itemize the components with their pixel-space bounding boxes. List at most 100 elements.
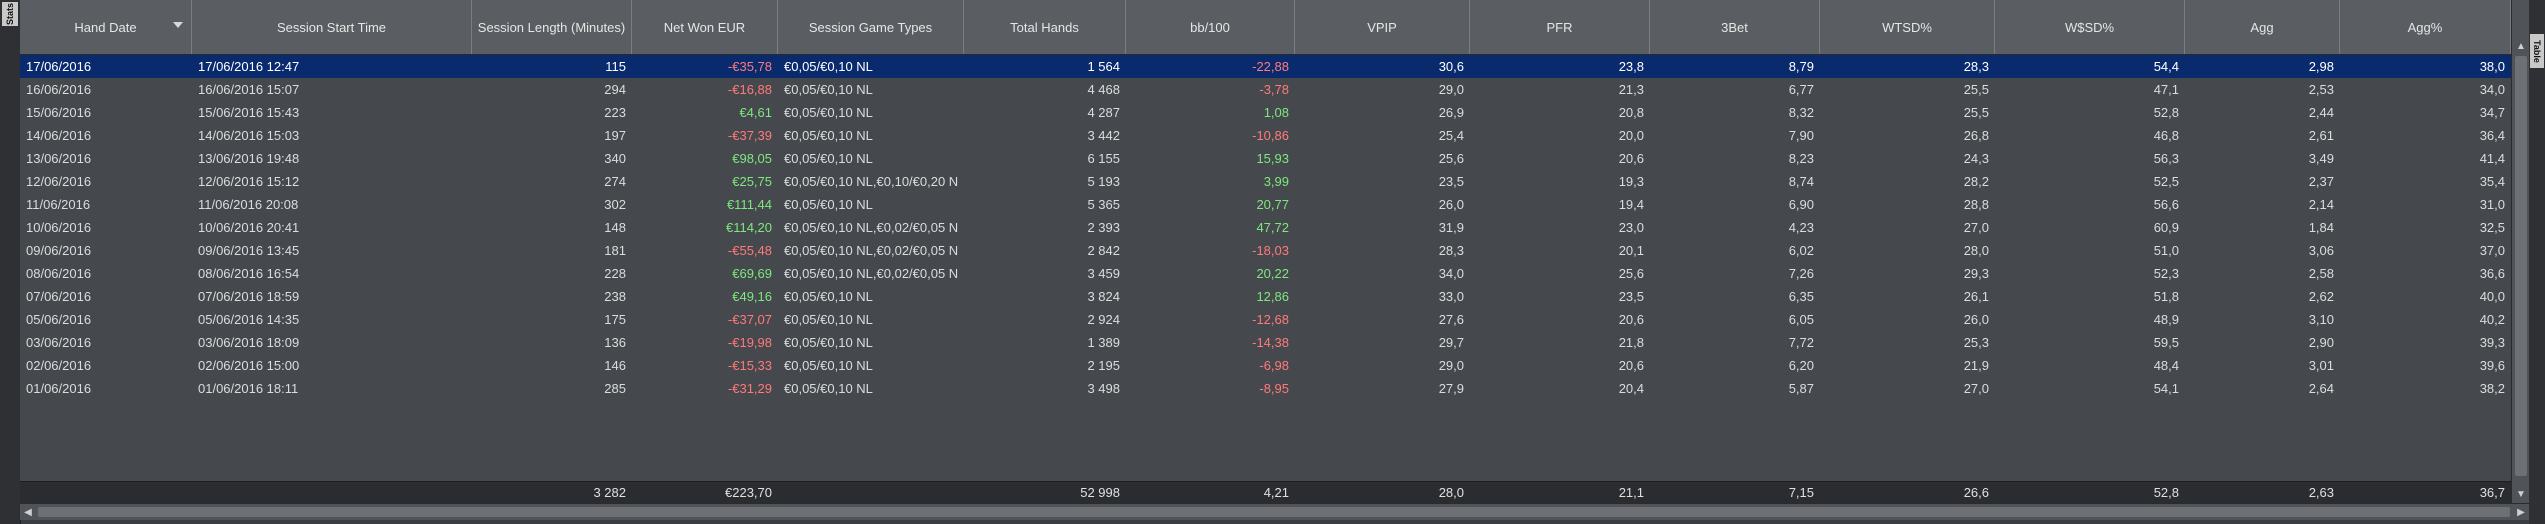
column-header-pfr[interactable]: PFR [1470,0,1650,54]
table-row[interactable]: 08/06/2016 08/06/2016 16:54 228 €69,69 €0,05… [20,262,2511,285]
scroll-up-arrow-icon[interactable]: ▲ [2516,40,2526,52]
cell-threebet: 7,26 [1788,266,1814,281]
cell-aggp: 39,6 [2479,358,2505,373]
table-row[interactable]: 02/06/2016 02/06/2016 15:00 146 -€15,33 €0,0… [20,354,2511,377]
cell-wtsd: 27,0 [1963,381,1989,396]
table-row[interactable]: 16/06/2016 16/06/2016 15:07 294 -€16,88 €0,0… [20,78,2511,101]
cell-hand-date: 13/06/2016 [26,151,92,166]
total-wtsd: 26,6 [1963,485,1989,500]
table-row[interactable]: 15/06/2016 15/06/2016 15:43 223 €4,61 €0,05/… [20,101,2511,124]
cell-agg: 3,10 [2308,312,2334,327]
grid-header: Hand Date Session Start Time Session Lengt… [20,0,2511,55]
column-header-wtsd[interactable]: WTSD% [1820,0,1995,54]
cell-vpip: 34,0 [1438,266,1464,281]
column-header-wsd[interactable]: W$SD% [1995,0,2185,54]
cell-bb100: -3,78 [1259,82,1289,97]
column-header-label: Agg% [2407,19,2443,35]
cell-agg: 2,98 [2308,59,2334,74]
cell-wtsd: 24,3 [1963,151,1989,166]
cell-start: 01/06/2016 18:11 [198,381,299,396]
cell-hands: 3 459 [1087,266,1120,281]
cell-aggp: 35,4 [2479,174,2505,189]
cell-length: 146 [604,358,626,373]
column-header-vpip[interactable]: VPIP [1295,0,1470,54]
cell-bb100: 15,93 [1256,151,1289,166]
cell-hands: 3 442 [1087,128,1120,143]
table-row[interactable]: 05/06/2016 05/06/2016 14:35 175 -€37,07 €0,0… [20,308,2511,331]
cell-vpip: 25,6 [1438,151,1464,166]
cell-hands: 1 564 [1087,59,1120,74]
cell-vpip: 30,6 [1438,59,1464,74]
column-header-game-types[interactable]: Session Game Types [778,0,964,54]
table-row[interactable]: 14/06/2016 14/06/2016 15:03 197 -€37,39 €0,0… [20,124,2511,147]
cell-wtsd: 28,2 [1963,174,1989,189]
cell-wsd: 59,5 [2153,335,2179,350]
cell-hands: 3 824 [1087,289,1120,304]
cell-agg: 1,84 [2308,220,2334,235]
cell-agg: 2,90 [2308,335,2334,350]
table-row[interactable]: 12/06/2016 12/06/2016 15:12 274 €25,75 €0,05… [20,170,2511,193]
column-header-aggp[interactable]: Agg% [2340,0,2511,54]
cell-bb100: -8,95 [1259,381,1289,396]
stats-side-tab[interactable]: Stats [2,2,18,26]
column-header-hand-date[interactable]: Hand Date [20,0,192,54]
cell-hand-date: 08/06/2016 [26,266,92,281]
total-length: 3 282 [593,485,626,500]
column-header-net-won[interactable]: Net Won EUR [632,0,778,54]
cell-agg: 3,01 [2308,358,2334,373]
cell-net-won: -€31,29 [727,381,772,396]
column-header-label: VPIP [1367,19,1397,35]
vertical-scrollbar[interactable]: ▲ ▼ [2511,0,2530,503]
cell-game-types: €0,05/€0,10 NL,€0,02/€0,05 N [784,243,959,258]
cell-hands: 2 924 [1087,312,1120,327]
table-row[interactable]: 03/06/2016 03/06/2016 18:09 136 -€19,98 €0,0… [20,331,2511,354]
table-row[interactable]: 07/06/2016 07/06/2016 18:59 238 €49,16 €0,05… [20,285,2511,308]
cell-hand-date: 09/06/2016 [26,243,92,258]
cell-pfr: 21,8 [1618,335,1644,350]
cell-length: 274 [604,174,626,189]
table-row[interactable]: 10/06/2016 10/06/2016 20:41 148 €114,20 €0,0… [20,216,2511,239]
scroll-down-arrow-icon[interactable]: ▼ [2516,488,2526,500]
horizontal-scroll-thumb[interactable] [38,507,2510,517]
cell-aggp: 39,3 [2479,335,2505,350]
cell-wtsd: 25,5 [1963,105,1989,120]
cell-wsd: 46,8 [2153,128,2179,143]
scroll-left-arrow-icon[interactable]: ◀ [24,506,32,518]
column-header-threebet[interactable]: 3Bet [1650,0,1820,54]
sort-descending-icon[interactable] [173,22,183,28]
column-header-length[interactable]: Session Length (Minutes) [472,0,632,54]
cell-game-types: €0,05/€0,10 NL [784,197,873,212]
table-row[interactable]: 09/06/2016 09/06/2016 13:45 181 -€55,48 €0,0… [20,239,2511,262]
scroll-right-arrow-icon[interactable]: ▶ [2517,506,2525,518]
table-row[interactable]: 01/06/2016 01/06/2016 18:11 285 -€31,29 €0,0… [20,377,2511,400]
cell-vpip: 26,0 [1438,197,1464,212]
cell-wsd: 56,3 [2153,151,2179,166]
column-header-hands[interactable]: Total Hands [964,0,1126,54]
vertical-scroll-thumb[interactable] [2515,56,2527,476]
table-row[interactable]: 17/06/2016 17/06/2016 12:47 115 -€35,78 €0,0… [20,55,2511,78]
cell-hand-date: 14/06/2016 [26,128,92,143]
column-header-start[interactable]: Session Start Time [192,0,472,54]
cell-wsd: 54,1 [2153,381,2179,396]
column-header-bb100[interactable]: bb/100 [1126,0,1295,54]
cell-vpip: 25,4 [1438,128,1464,143]
cell-start: 14/06/2016 15:03 [198,128,300,143]
cell-agg: 2,58 [2308,266,2334,281]
cell-pfr: 20,1 [1618,243,1644,258]
horizontal-scrollbar[interactable]: ◀ ▶ [20,503,2529,520]
cell-bb100: -14,38 [1252,335,1289,350]
cell-net-won: -€37,39 [727,128,772,143]
cell-game-types: €0,05/€0,10 NL [784,128,873,143]
table-row[interactable]: 11/06/2016 11/06/2016 20:08 302 €111,44 €0,0… [20,193,2511,216]
cell-threebet: 8,23 [1788,151,1814,166]
cell-game-types: €0,05/€0,10 NL [784,381,873,396]
cell-vpip: 31,9 [1438,220,1464,235]
cell-game-types: €0,05/€0,10 NL [784,151,873,166]
cell-threebet: 6,35 [1788,289,1814,304]
total-agg: 2,63 [2308,485,2334,500]
table-row[interactable]: 13/06/2016 13/06/2016 19:48 340 €98,05 €0,05… [20,147,2511,170]
cell-net-won: -€35,78 [727,59,772,74]
cell-bb100: -10,86 [1252,128,1289,143]
column-header-agg[interactable]: Agg [2185,0,2340,54]
table-side-tab[interactable]: Table [2530,34,2544,68]
